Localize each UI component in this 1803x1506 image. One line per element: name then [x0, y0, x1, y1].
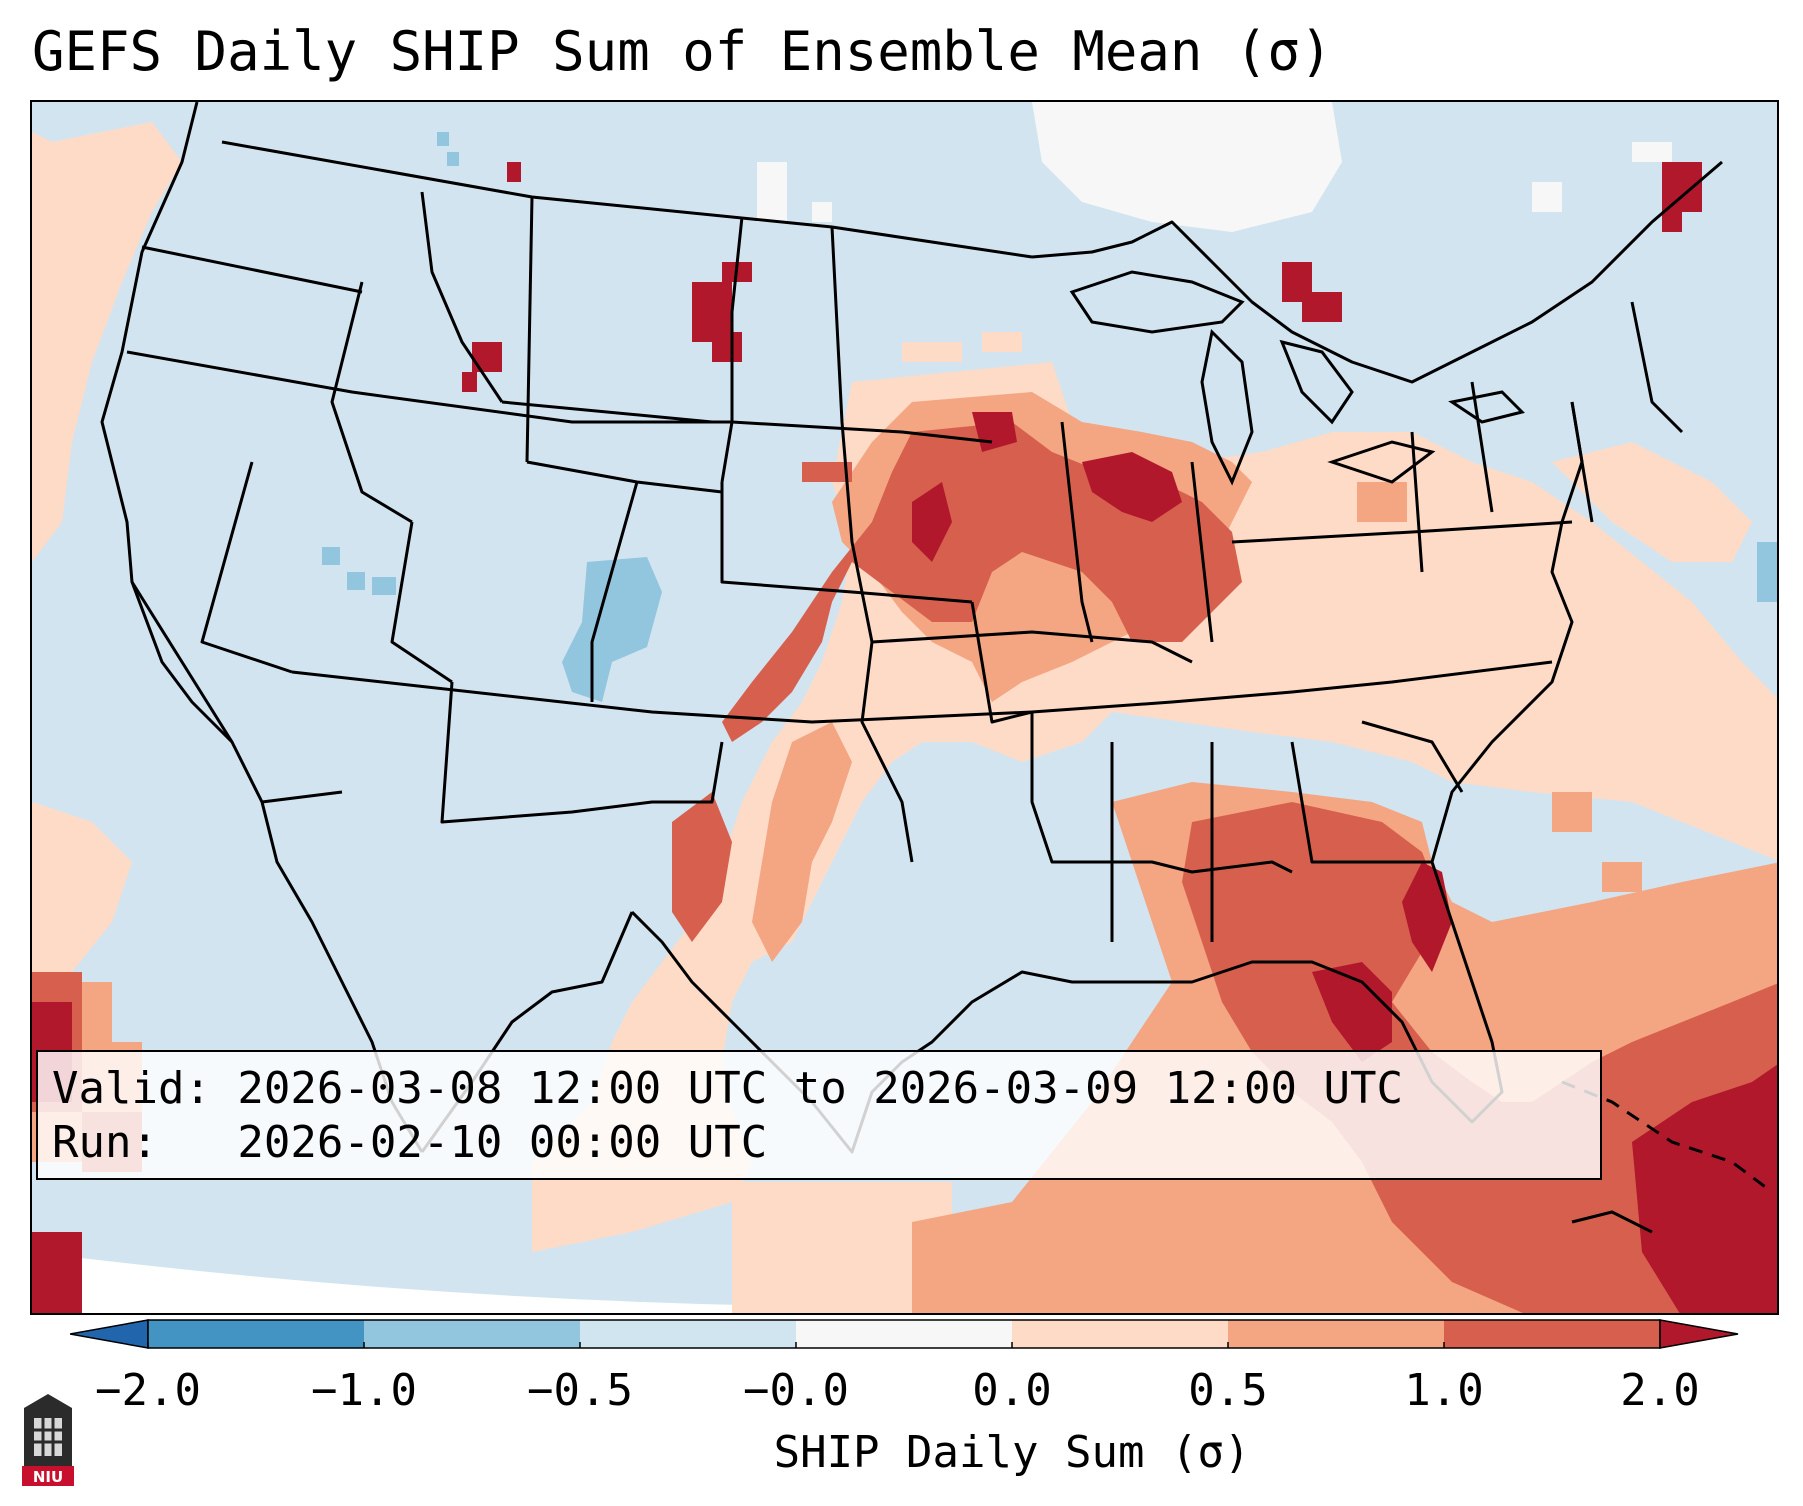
us-west-coast — [100, 102, 424, 1153]
run-time-line: Run: 2026-02-10 00:00 UTC — [52, 1117, 768, 1168]
colorbar-tick-label: −0.0 — [743, 1365, 849, 1416]
great-lakes-region — [1031, 160, 1723, 384]
lake-outlines — [1069, 270, 1525, 486]
weak-positive-anomaly — [32, 122, 1777, 1313]
colorbar-under-extension — [70, 1319, 149, 1349]
map-title: GEFS Daily SHIP Sum of Ensemble Mean (σ) — [32, 20, 1333, 83]
colorbar-tick-label: 1.0 — [1404, 1365, 1484, 1416]
near-zero-region — [757, 102, 1672, 232]
colorbar-bin — [364, 1320, 580, 1348]
valid-time-line: Valid: 2026-03-08 12:00 UTC to 2026-03-0… — [52, 1063, 1404, 1114]
colorbar — [70, 1319, 1739, 1349]
colorbar-bin — [1444, 1320, 1660, 1348]
colorbar-bin — [796, 1320, 1012, 1348]
colorbar-bin — [1228, 1320, 1444, 1348]
colorbar-bin — [580, 1320, 796, 1348]
negative-anomaly-patches — [322, 132, 1777, 746]
colorbar-frame — [147, 1319, 1661, 1349]
logo-text: NIU — [33, 1468, 63, 1486]
validity-info-box: Valid: 2026-03-08 12:00 UTC to 2026-03-0… — [36, 1050, 1602, 1180]
colorbar-tick-label: −1.0 — [311, 1365, 417, 1416]
colorbar-bin — [148, 1320, 364, 1348]
colorbar-tick-label: 2.0 — [1620, 1365, 1700, 1416]
state-boundaries — [100, 102, 1723, 1154]
extreme-positive-anomaly — [32, 162, 1777, 1313]
colorbar-tick-label: −2.0 — [95, 1365, 201, 1416]
canada-border-west — [221, 140, 1033, 259]
colorbar-label: SHIP Daily Sum (σ) — [773, 1427, 1251, 1478]
niu-logo: NIU — [22, 1394, 74, 1486]
colorbar-tick-label: 0.0 — [972, 1365, 1052, 1416]
colorbar-tick-label: −0.5 — [527, 1365, 633, 1416]
colorbar-tick-label: 0.5 — [1188, 1365, 1268, 1416]
colorbar-over-extension — [1659, 1319, 1739, 1349]
colorbar-bin — [1012, 1320, 1228, 1348]
